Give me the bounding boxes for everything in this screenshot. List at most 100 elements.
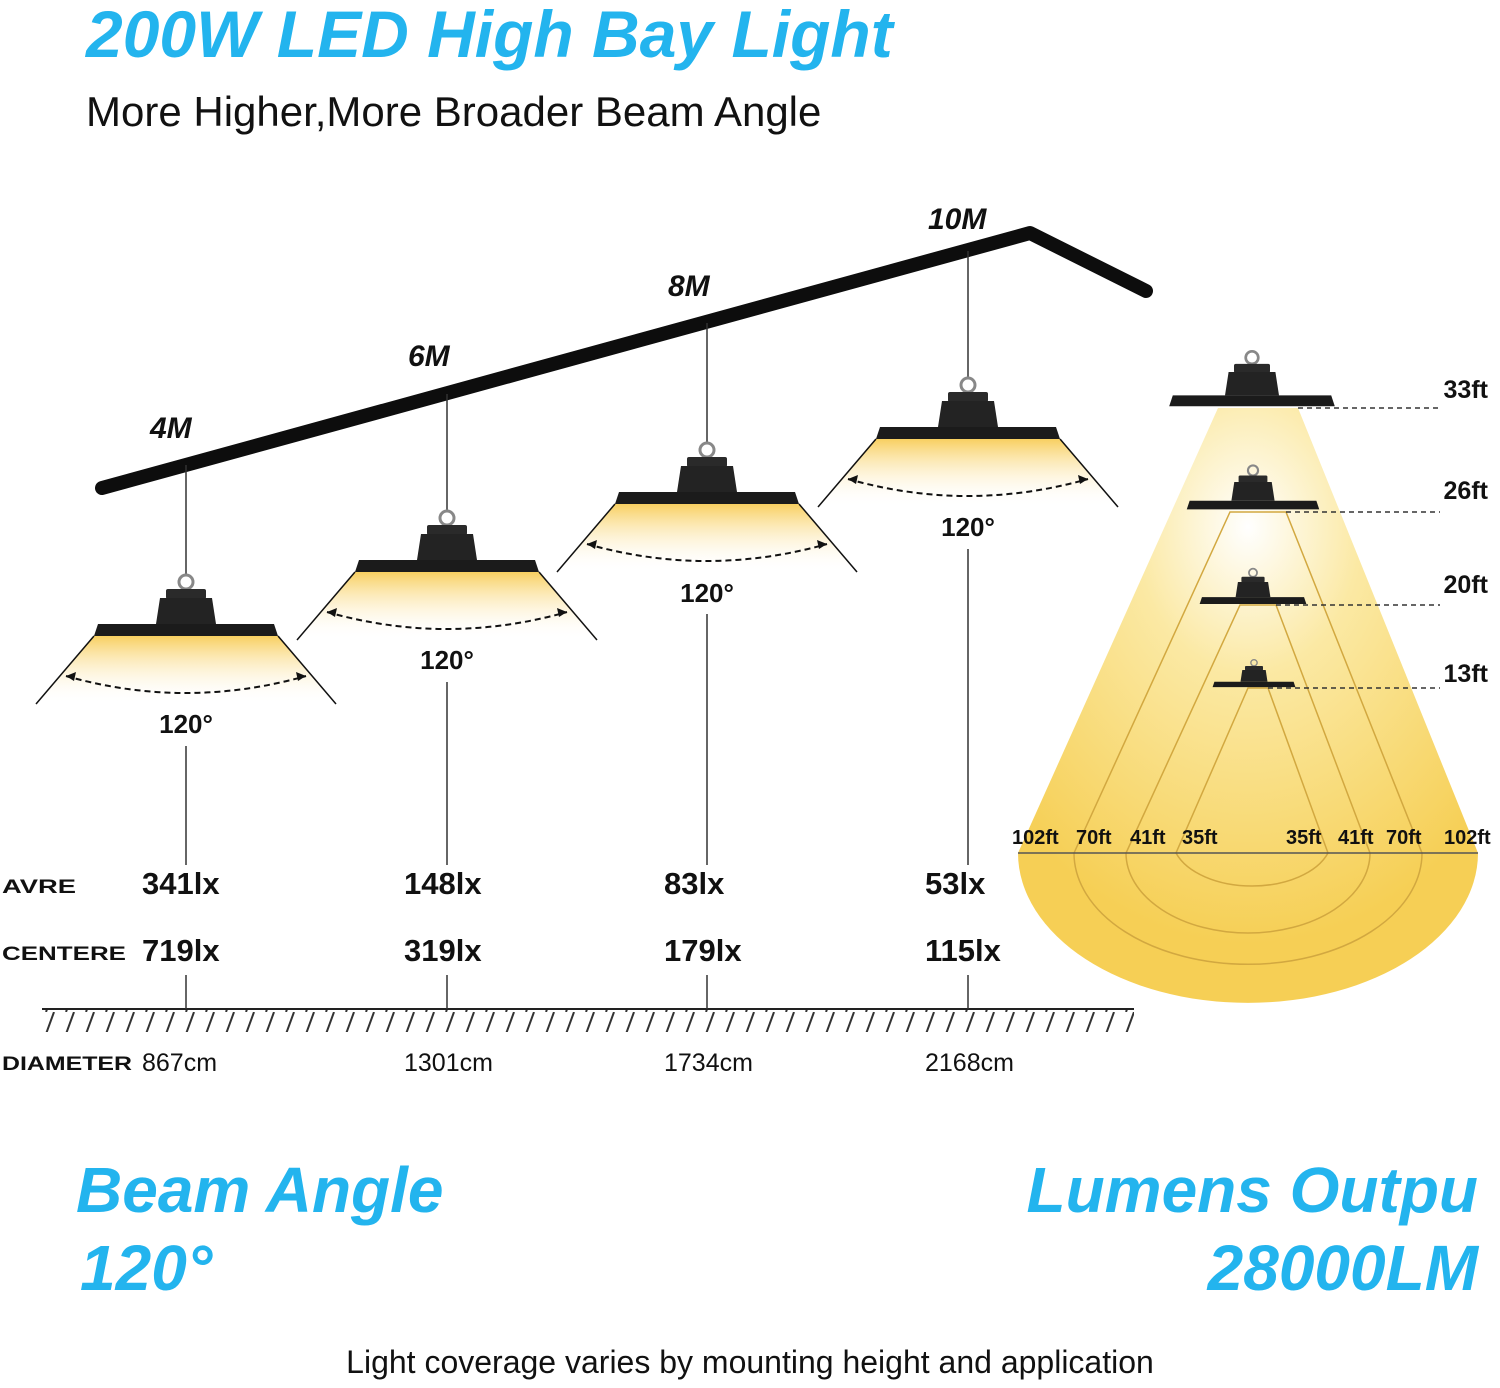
high-bay-fixture [817,251,1119,1009]
fixture-cap [687,457,727,467]
light-glow [297,572,597,640]
beam-edge [556,503,616,573]
fixture-reflector [1199,597,1307,605]
cone-illustration: 33ft 26ft 20ft 13ft 102ft 70ft 41ft 35ft… [1012,349,1491,1003]
hanging-ring [1250,658,1258,667]
cone-fixture [1212,658,1296,688]
height-label-8m: 8M [668,270,711,303]
height-label-4m: 4M [149,412,193,445]
arc-arrow [327,608,337,617]
fixture-housing [156,598,216,624]
avg-lux-value: 341lx [142,866,220,901]
fixture-reflector [876,427,1060,439]
fixture-reflector [355,560,539,572]
angle-label: 120° [680,578,734,608]
cone-width-label: 35ft [1182,827,1218,849]
fixture-housing [938,401,998,427]
cone-width-label: 102ft [1444,827,1491,849]
center-lux-value: 719lx [142,933,220,968]
beam-angle-value: 120° [80,1232,213,1304]
lumens-output-value: 28000LM [1207,1232,1478,1304]
light-cone [1018,408,1478,1003]
angle-arc [847,478,1089,497]
diameter-value: 1301cm [404,1049,493,1077]
angle-arc [65,675,307,694]
cone-width-label: 70ft [1386,827,1422,849]
beam-edge [296,571,356,641]
angle-label: 120° [941,512,995,542]
beam-edge [538,571,598,641]
hanging-ring [698,441,716,459]
center-row-label: CENTERE [2,944,126,965]
hanging-ring [959,376,977,394]
arc-arrow [848,475,858,484]
footer-note: Light coverage varies by mounting height… [346,1344,1154,1380]
arc-arrow [817,540,827,549]
cone-width-label: 70ft [1076,827,1112,849]
fixture-cap [166,589,206,599]
cone-fixture [1169,349,1335,407]
fixture-housing [677,466,737,492]
cone-height-label: 26ft [1444,477,1489,505]
cone-height-label: 20ft [1444,571,1489,599]
angle-arc [586,543,828,562]
page-title: 200W LED High Bay Light [86,0,893,71]
fixture-cap [1234,363,1270,373]
fixture-reflector [1212,681,1296,688]
hanging-ring [1248,567,1258,578]
height-label-10m: 10M [928,203,987,236]
high-bay-fixture [35,465,337,1009]
cone-height-label: 13ft [1444,660,1489,688]
center-lux-value: 115lx [925,933,1002,968]
beam-angle-title: Beam Angle [76,1154,444,1226]
fixture-cap [1241,576,1265,583]
beam-edge [1059,438,1119,508]
cone-width-label: 41ft [1338,827,1374,849]
center-lux-value: 179lx [664,933,742,968]
arc-arrow [66,672,76,681]
light-glow [557,504,857,572]
cone-outline-70 [1073,511,1423,966]
fixture-layer [35,251,1119,1009]
angle-label: 120° [420,645,474,675]
cone-outline-35 [1175,687,1329,887]
beam-edge [35,635,95,705]
angle-arc [326,611,568,630]
fixture-housing [417,534,477,560]
fixture-housing [1235,582,1271,598]
cone-height-label: 33ft [1444,376,1489,404]
fixture-housing [1225,372,1279,396]
arc-arrow [296,672,306,681]
avg-lux-value: 53lx [925,866,986,901]
fixture-cap [1238,475,1268,483]
beam-edge [798,503,858,573]
roof-line [95,226,1153,495]
fixture-reflector [94,624,278,636]
fixture-housing [1231,482,1275,501]
hanging-ring [1244,349,1260,366]
hanging-ring [177,573,195,591]
avg-lux-value: 148lx [404,866,482,901]
lumens-output-title: Lumens Outpu [1026,1154,1478,1226]
arc-arrow [587,540,597,549]
fixture-cap [427,525,467,535]
cone-fixtures [1169,349,1335,688]
cone-width-label: 41ft [1130,827,1166,849]
height-label-6m: 6M [408,340,451,373]
cone-fixture [1199,567,1307,605]
fixture-cap [948,392,988,402]
diameter-value: 2168cm [925,1049,1014,1077]
high-bay-fixture [556,323,858,1009]
diameter-row-label: DIAMETER [2,1054,132,1075]
fixture-reflector [615,492,799,504]
avg-row-label: AVRE [2,877,76,898]
avg-lux-value: 83lx [664,866,725,901]
arc-arrow [1078,475,1088,484]
cone-outline-41 [1125,604,1371,934]
light-glow [818,439,1118,507]
cone-width-label: 102ft [1012,827,1059,849]
light-glow [36,636,336,704]
ground-hatch [42,1010,1134,1032]
beam-edge [817,438,877,508]
